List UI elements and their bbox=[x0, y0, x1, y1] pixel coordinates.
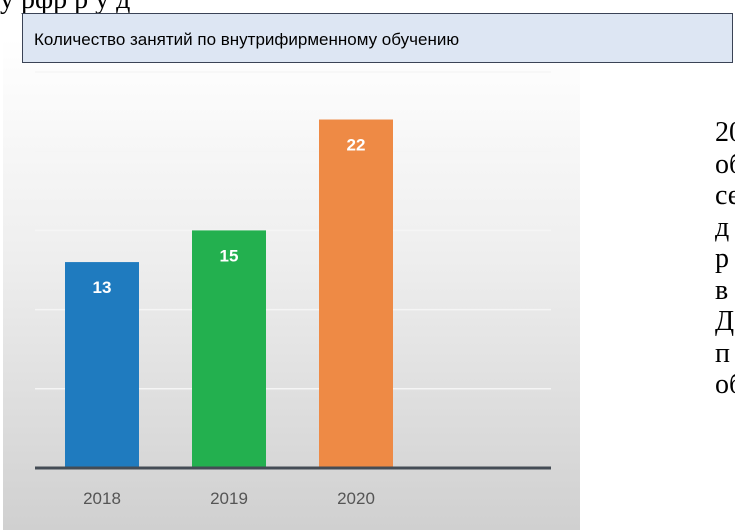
bar-2019 bbox=[192, 230, 266, 468]
chart-title: Количество занятий по внутрифирменному о… bbox=[34, 30, 460, 49]
clipped-line: в bbox=[715, 274, 729, 306]
data-label: 13 bbox=[93, 278, 112, 297]
clipped-line: д bbox=[715, 211, 730, 243]
clipped-line: об bbox=[715, 369, 735, 400]
bar-2018 bbox=[65, 262, 139, 468]
bar-2020 bbox=[319, 119, 393, 469]
clipped-line: р bbox=[715, 243, 729, 274]
data-label: 15 bbox=[220, 246, 239, 265]
x-tick-label: 2020 bbox=[337, 489, 375, 508]
clipped-line: се bbox=[715, 180, 735, 211]
data-label: 22 bbox=[347, 136, 366, 155]
x-tick-label: 2018 bbox=[83, 489, 121, 508]
x-tick-label: 2019 bbox=[210, 489, 248, 508]
clipped-text-top: у рфр р у д bbox=[0, 0, 130, 16]
clipped-paragraph-right: 20 об се д р в Д п об bbox=[715, 117, 735, 401]
clipped-line: 20 bbox=[715, 117, 735, 148]
clipped-line: п bbox=[715, 337, 730, 369]
chart-title-box: Количество занятий по внутрифирменному о… bbox=[22, 13, 733, 63]
clipped-line: Д bbox=[715, 306, 735, 337]
clipped-line: об bbox=[715, 148, 735, 180]
